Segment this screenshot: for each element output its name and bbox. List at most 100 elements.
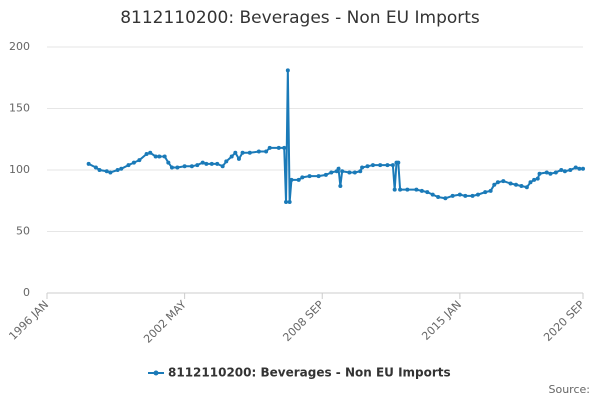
legend-marker bbox=[153, 370, 159, 376]
data-point bbox=[573, 165, 578, 170]
data-point bbox=[119, 166, 124, 171]
data-point bbox=[162, 154, 167, 159]
data-point bbox=[425, 190, 430, 195]
data-point bbox=[537, 171, 542, 176]
y-tick-label: 50 bbox=[16, 225, 30, 238]
data-point bbox=[519, 183, 524, 188]
data-point bbox=[284, 199, 289, 204]
data-point bbox=[247, 150, 252, 155]
data-point bbox=[169, 165, 174, 170]
data-point bbox=[396, 160, 401, 165]
data-point bbox=[483, 190, 488, 195]
data-point bbox=[492, 182, 497, 187]
data-point bbox=[475, 192, 480, 197]
data-point bbox=[568, 168, 573, 172]
data-point bbox=[289, 177, 294, 182]
x-tick-label: 2008 SEP bbox=[280, 298, 326, 344]
data-point bbox=[153, 154, 158, 159]
data-point bbox=[544, 170, 549, 175]
data-point bbox=[240, 150, 245, 155]
data-point bbox=[256, 149, 261, 154]
y-tick-label: 200 bbox=[9, 40, 30, 53]
data-point bbox=[300, 175, 305, 180]
data-point bbox=[398, 187, 403, 192]
data-point bbox=[470, 193, 475, 198]
y-tick-label: 150 bbox=[9, 102, 30, 115]
data-point bbox=[457, 192, 462, 197]
data-point bbox=[405, 187, 410, 192]
data-point bbox=[323, 172, 328, 177]
data-point bbox=[200, 160, 205, 165]
data-point bbox=[385, 163, 390, 168]
data-point bbox=[148, 150, 153, 155]
data-point bbox=[340, 169, 345, 174]
data-point bbox=[287, 199, 292, 204]
data-point bbox=[378, 163, 383, 168]
data-point bbox=[316, 174, 321, 179]
series-line bbox=[88, 70, 583, 203]
x-tick-label: 1996 JAN bbox=[6, 298, 51, 343]
data-point bbox=[224, 159, 229, 164]
data-point bbox=[264, 149, 269, 154]
data-point bbox=[495, 180, 500, 185]
x-tick-label: 2002 MAY bbox=[141, 298, 189, 346]
x-tick-label: 2015 JAN bbox=[419, 298, 464, 343]
data-point bbox=[352, 170, 357, 175]
data-point bbox=[296, 177, 301, 182]
data-point bbox=[209, 161, 214, 166]
data-point bbox=[347, 170, 352, 175]
data-point bbox=[93, 165, 98, 170]
data-point bbox=[548, 171, 553, 176]
data-point bbox=[508, 181, 513, 186]
data-point bbox=[501, 179, 506, 184]
source: Source: bbox=[549, 383, 591, 396]
data-point bbox=[220, 164, 225, 169]
data-point bbox=[131, 160, 136, 165]
data-point bbox=[562, 169, 567, 174]
data-point bbox=[267, 145, 272, 150]
data-point bbox=[115, 168, 120, 172]
data-point bbox=[528, 180, 533, 185]
data-point bbox=[414, 187, 419, 192]
data-point bbox=[307, 174, 312, 179]
data-point bbox=[392, 187, 397, 192]
data-point bbox=[97, 168, 102, 172]
data-point bbox=[581, 166, 585, 171]
data-point bbox=[450, 193, 455, 198]
y-tick-label: 100 bbox=[9, 163, 30, 176]
data-point bbox=[488, 188, 493, 193]
data-point bbox=[157, 154, 162, 159]
data-point bbox=[577, 166, 582, 171]
data-point bbox=[358, 169, 363, 174]
y-tick-label: 0 bbox=[23, 286, 30, 299]
data-point bbox=[86, 161, 91, 166]
data-point bbox=[514, 182, 518, 187]
legend-label: 8112110200: Beverages - Non EU Imports bbox=[168, 366, 451, 380]
data-point bbox=[285, 68, 290, 73]
data-point bbox=[430, 192, 435, 197]
data-point bbox=[215, 161, 220, 166]
data-point bbox=[336, 166, 341, 171]
data-point bbox=[443, 196, 448, 201]
data-point bbox=[126, 163, 131, 168]
data-point bbox=[329, 170, 334, 175]
data-point bbox=[233, 150, 238, 155]
data-point bbox=[182, 164, 187, 169]
x-tick-label: 2020 SEP bbox=[541, 298, 587, 344]
data-point bbox=[365, 164, 370, 169]
data-point bbox=[282, 145, 287, 150]
data-point bbox=[189, 164, 194, 169]
data-point bbox=[108, 170, 113, 175]
data-point bbox=[390, 163, 395, 168]
data-point bbox=[436, 195, 441, 200]
data-point bbox=[559, 168, 564, 172]
data-point bbox=[236, 156, 241, 161]
data-point bbox=[463, 193, 468, 198]
data-point bbox=[229, 154, 234, 159]
chart-title: 8112110200: Beverages - Non EU Imports bbox=[120, 8, 480, 28]
data-point bbox=[524, 185, 529, 190]
data-point bbox=[338, 183, 343, 188]
data-point bbox=[370, 163, 375, 168]
data-point bbox=[204, 161, 209, 166]
